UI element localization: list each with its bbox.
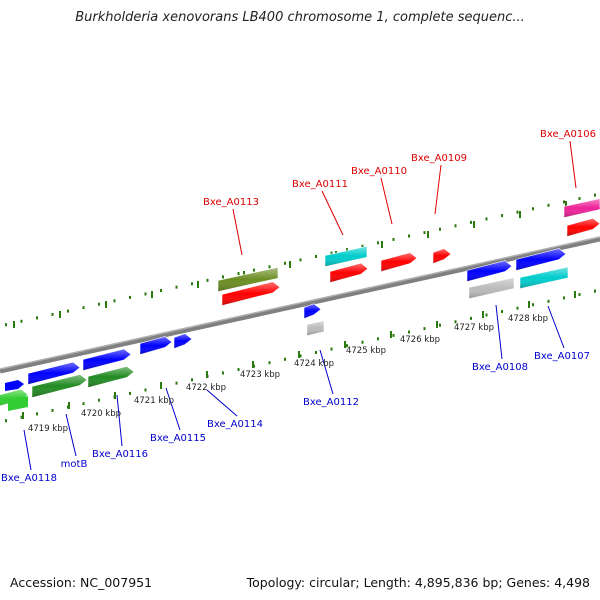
- kbp-tick-label: 4723 kbp: [240, 370, 280, 380]
- summary-text: Topology: circular; Length: 4,895,836 bp…: [246, 575, 590, 590]
- gene-label-bxe-a0113[interactable]: Bxe_A0113: [203, 197, 259, 208]
- gene-label-bxe-a0115[interactable]: Bxe_A0115: [150, 433, 206, 444]
- map-title: Burkholderia xenovorans LB400 chromosome…: [75, 10, 525, 25]
- gene-bxe-a0113[interactable]: [221, 281, 281, 306]
- gene-bxe-a0118-arrow[interactable]: [5, 380, 28, 411]
- leader-line: [380, 177, 393, 225]
- gene-bxe-a0112[interactable]: [306, 320, 325, 336]
- leader-line: [65, 413, 77, 457]
- gene-label-bxe-a0110[interactable]: Bxe_A0110: [351, 166, 407, 177]
- kbp-tick-label: 4725 kbp: [346, 346, 386, 356]
- gene-label-bxe-a0116[interactable]: Bxe_A0116: [92, 449, 148, 460]
- gene-label-bxe-a0106[interactable]: Bxe_A0106: [540, 129, 596, 140]
- gene-bxe-a0111[interactable]: [329, 262, 369, 283]
- gene-bxe-a0108[interactable]: [466, 260, 513, 282]
- gene-bxe-a0116[interactable]: [87, 366, 135, 388]
- leader-line: [569, 140, 577, 189]
- gene-bxe-a0108[interactable]: [468, 277, 515, 299]
- gene-bxe-a0106[interactable]: [563, 198, 600, 218]
- kbp-tick-label: 4726 kbp: [400, 335, 440, 345]
- accession-text: Accession: NC_007951: [10, 575, 153, 590]
- gene-bxe-a0111[interactable]: [324, 245, 368, 267]
- gene-bxe-a0109[interactable]: [432, 248, 452, 264]
- kbp-tick-label: 4724 kbp: [294, 359, 334, 369]
- gene-label-bxe-a0107[interactable]: Bxe_A0107: [534, 351, 590, 362]
- gene-label-motb[interactable]: motB: [61, 459, 88, 470]
- gene-label-bxe-a0112[interactable]: Bxe_A0112: [303, 397, 359, 408]
- leader-line: [206, 389, 238, 417]
- kbp-tick-label: 4720 kbp: [81, 409, 121, 419]
- kbp-tick-label: 4728 kbp: [508, 314, 548, 324]
- kbp-tick-label: 4727 kbp: [454, 323, 494, 333]
- gene-bxe-a0114[interactable]: [173, 333, 193, 349]
- gene-bxe-a0107[interactable]: [519, 266, 569, 289]
- gene-bxe-a0115[interactable]: [27, 361, 81, 385]
- kbp-tick-label: 4719 kbp: [28, 424, 68, 434]
- tick-dots: [5, 193, 596, 423]
- leader-line: [165, 387, 181, 431]
- leader-line: [232, 208, 243, 256]
- gene-label-bxe-a0111[interactable]: Bxe_A0111: [292, 179, 348, 190]
- gene-bxe-a0114[interactable]: [139, 336, 173, 355]
- kbp-tick-label: 4721 kbp: [134, 396, 174, 406]
- gene-bxe-a0112[interactable]: [303, 303, 322, 319]
- gene-label-bxe-a0109[interactable]: Bxe_A0109: [411, 153, 467, 164]
- gene-motb[interactable]: [31, 374, 88, 398]
- gene-bxe-a0107[interactable]: [515, 248, 567, 271]
- leader-line: [116, 394, 123, 447]
- leader-line: [547, 305, 565, 349]
- leader-line: [495, 304, 503, 360]
- leader-line: [321, 190, 344, 236]
- gene-label-bxe-a0108[interactable]: Bxe_A0108: [472, 362, 528, 373]
- gene-label-bxe-a0118[interactable]: Bxe_A0118: [1, 473, 57, 484]
- leader-line: [23, 429, 32, 471]
- gene-bxe-a0115[interactable]: [82, 348, 132, 371]
- gene-bxe-a0110[interactable]: [380, 252, 418, 272]
- chromosome-backbone: [0, 236, 600, 374]
- leader-line: [319, 349, 334, 395]
- gene-label-bxe-a0114[interactable]: Bxe_A0114: [207, 419, 263, 430]
- kbp-tick-label: 4722 kbp: [186, 383, 226, 393]
- gene-bxe-a0106[interactable]: [566, 217, 600, 237]
- gene-bxe-a0113[interactable]: [217, 266, 279, 292]
- leader-line: [434, 164, 442, 215]
